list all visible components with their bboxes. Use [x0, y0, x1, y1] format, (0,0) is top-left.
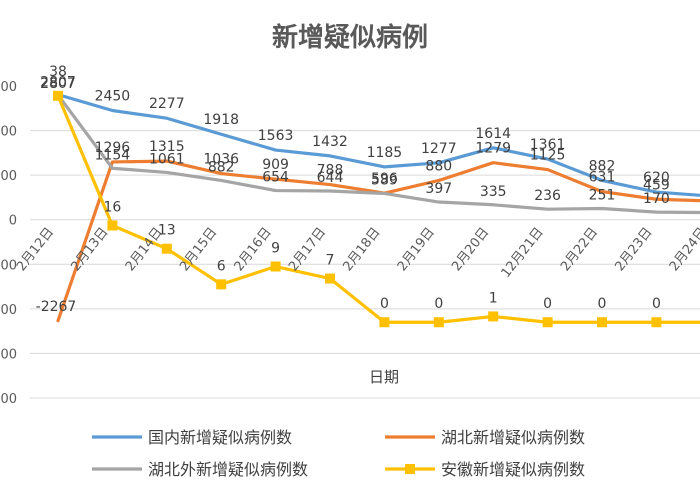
data-label: 0 — [380, 296, 389, 312]
data-label: 236 — [534, 188, 561, 204]
data-label: 882 — [208, 159, 235, 175]
y-tick-label: 3000 — [0, 80, 17, 95]
series-marker — [433, 317, 444, 328]
y-tick-label: -4000 — [0, 392, 17, 407]
x-tick-label: 2月23日 — [612, 225, 655, 274]
x-tick-label: 2月24日 — [667, 225, 700, 274]
data-label: 0 — [434, 296, 443, 312]
data-label: 1918 — [203, 112, 239, 128]
data-label: 589 — [371, 172, 398, 188]
legend-label: 国内新增疑似病例数 — [148, 428, 292, 447]
series-marker — [651, 317, 662, 328]
legend-label: 湖北外新增疑似病例数 — [148, 460, 308, 479]
data-label: 909 — [262, 157, 289, 173]
data-label: 170 — [643, 191, 670, 207]
y-tick-label: 0 — [9, 214, 17, 229]
data-label: 1563 — [258, 128, 294, 144]
legend-marker — [405, 464, 415, 474]
data-label: 1614 — [475, 126, 511, 142]
y-tick-label: 2000 — [0, 125, 17, 140]
data-label: 335 — [480, 184, 507, 200]
data-label: 1361 — [530, 137, 566, 153]
data-label: 2450 — [95, 89, 131, 105]
data-label: 7 — [326, 253, 335, 269]
data-label: 1279 — [475, 141, 511, 157]
legend-label: 湖北新增疑似病例数 — [441, 428, 585, 447]
data-label: 397 — [425, 181, 452, 197]
x-tick-label: 2月22日 — [558, 225, 601, 274]
chart-title: 新增疑似病例 — [272, 22, 428, 53]
data-label: 251 — [589, 188, 616, 204]
data-label: 882 — [589, 158, 616, 174]
x-tick-label: 2月12日 — [14, 225, 57, 274]
data-label: 654 — [262, 170, 289, 186]
data-label: 1315 — [149, 139, 185, 155]
data-label: 0 — [543, 296, 552, 312]
x-tick-label: 2月18日 — [340, 225, 383, 274]
data-label: -2267 — [36, 299, 77, 315]
data-label: 13 — [158, 223, 176, 239]
data-label: 788 — [317, 163, 344, 179]
legend-label: 安徽新增疑似病例数 — [441, 460, 585, 479]
x-tick-label: 2月15日 — [177, 225, 220, 274]
data-label: 1036 — [203, 152, 239, 168]
data-label: 631 — [589, 170, 616, 186]
x-tick-label: 12月21日 — [499, 225, 547, 281]
data-label: 38 — [49, 64, 67, 80]
x-tick-label: 2月17日 — [286, 225, 329, 274]
data-label: 6 — [217, 258, 226, 274]
data-label: 9 — [271, 241, 280, 257]
series-marker — [216, 279, 227, 290]
series-marker — [53, 90, 63, 101]
series-marker — [542, 317, 553, 328]
series-marker — [488, 311, 499, 322]
series-marker — [597, 317, 607, 328]
data-label: 620 — [643, 170, 670, 186]
data-label: 0 — [598, 296, 607, 312]
grid-layer — [30, 130, 700, 399]
data-label: 880 — [425, 158, 452, 174]
data-label: 1296 — [95, 140, 131, 156]
data-label: 1277 — [421, 141, 457, 157]
series-layer — [53, 90, 700, 328]
data-label: 644 — [317, 170, 344, 186]
data-label: 1432 — [312, 134, 348, 150]
data-label: 1 — [489, 290, 498, 306]
data-label: 2807 — [40, 76, 76, 92]
series-line — [56, 93, 700, 215]
data-label: 596 — [371, 171, 398, 187]
data-label: 1125 — [530, 148, 566, 164]
series-marker — [379, 317, 390, 328]
series-line — [56, 93, 700, 197]
x-tick-label: 2月16日 — [232, 225, 275, 274]
x-tick-label: 2月13日 — [68, 225, 111, 274]
data-label: 0 — [652, 296, 661, 312]
x-tick-label: 2月19日 — [395, 225, 438, 274]
data-label: 16 — [103, 200, 121, 216]
x-axis-title: 日期 — [369, 368, 399, 386]
label-layer: 3000200010000-1000-2000-3000-40002月12日2月… — [0, 64, 700, 407]
data-label: 459 — [643, 177, 670, 193]
data-label: 2807 — [40, 75, 76, 91]
data-label: 1061 — [149, 151, 185, 167]
series-marker — [107, 220, 118, 231]
y-tick-label: -3000 — [0, 347, 17, 362]
series-marker — [270, 261, 281, 272]
data-label: 2277 — [149, 96, 185, 112]
series-marker — [325, 273, 335, 284]
data-label: 1154 — [95, 147, 131, 163]
x-tick-label: 2月20日 — [449, 225, 492, 274]
y-tick-label: -2000 — [0, 303, 17, 318]
series-marker — [161, 243, 172, 254]
data-label: 1185 — [367, 145, 403, 161]
